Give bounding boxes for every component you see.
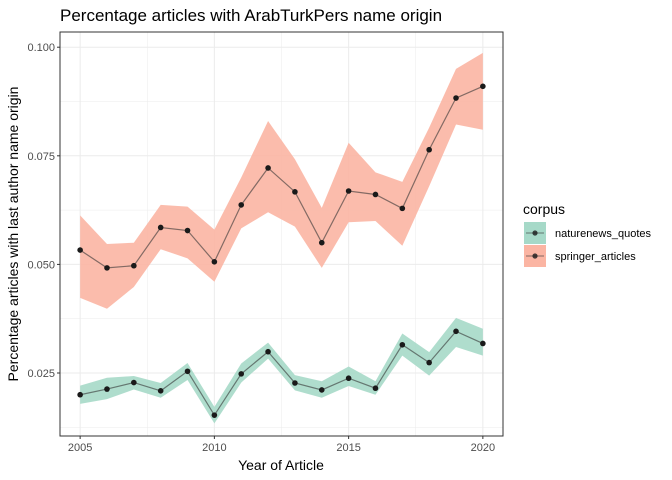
point-springer-articles <box>480 83 486 90</box>
legend-title: corpus <box>523 201 565 217</box>
point-naturenews-quotes <box>77 391 83 398</box>
point-springer-articles <box>345 188 352 194</box>
legend-label-springer: springer_articles <box>555 251 636 263</box>
point-naturenews-quotes <box>292 380 298 386</box>
point-naturenews-quotes <box>265 348 271 355</box>
point-springer-articles <box>292 189 298 195</box>
point-springer-articles <box>184 227 191 234</box>
confidence-ribbons <box>80 52 483 424</box>
line-springer-articles <box>79 85 484 269</box>
series-points <box>77 83 486 418</box>
x-tick-label: 2010 <box>202 442 226 454</box>
y-tick-label: 0.075 <box>27 151 55 163</box>
legend-key-dot-springer <box>532 253 538 259</box>
point-naturenews-quotes <box>157 388 164 394</box>
point-springer-articles <box>157 224 164 231</box>
y-tick-label: 0.050 <box>27 259 55 271</box>
point-springer-articles <box>238 202 245 208</box>
point-naturenews-quotes <box>426 359 432 366</box>
point-naturenews-quotes <box>345 375 352 382</box>
point-springer-articles <box>211 259 218 265</box>
x-axis-title: Year of Article <box>238 457 324 473</box>
y-axis-ticks: 0.025 0.050 0.075 0.100 <box>27 42 60 380</box>
point-springer-articles <box>372 191 379 198</box>
point-springer-articles <box>265 165 271 171</box>
series-lines <box>79 85 484 417</box>
legend: corpus naturenews_quotes springer_articl… <box>523 201 652 267</box>
point-naturenews-quotes <box>184 368 191 375</box>
line-naturenews-quotes <box>80 330 484 417</box>
chart-title: Percentage articles with ArabTurkPers na… <box>60 6 442 25</box>
legend-item-springer: springer_articles <box>524 245 636 267</box>
y-axis-title: Percentage articles with last author nam… <box>5 87 21 382</box>
point-naturenews-quotes <box>453 328 459 335</box>
point-naturenews-quotes <box>131 379 137 386</box>
x-tick-label: 2005 <box>68 442 92 454</box>
point-springer-articles <box>77 247 83 253</box>
ribbon-naturenews-quotes <box>80 317 483 424</box>
x-tick-label: 2020 <box>471 442 495 454</box>
ribbon-springer-articles <box>80 52 483 309</box>
point-springer-articles <box>426 146 432 153</box>
legend-label-naturenews: naturenews_quotes <box>555 228 652 240</box>
legend-key-dot-naturenews <box>532 230 538 236</box>
y-tick-label: 0.025 <box>27 368 55 380</box>
point-naturenews-quotes <box>480 340 486 347</box>
point-naturenews-quotes <box>399 341 406 348</box>
point-springer-articles <box>104 265 110 271</box>
point-naturenews-quotes <box>238 371 245 377</box>
legend-item-naturenews: naturenews_quotes <box>524 222 652 244</box>
point-springer-articles <box>399 205 406 212</box>
point-naturenews-quotes <box>372 385 379 392</box>
point-naturenews-quotes <box>211 412 218 418</box>
plot-border <box>59 31 504 437</box>
point-naturenews-quotes <box>318 387 325 393</box>
point-naturenews-quotes <box>104 386 110 392</box>
point-springer-articles <box>318 239 325 246</box>
x-tick-label: 2015 <box>336 442 360 454</box>
point-springer-articles <box>131 262 137 269</box>
y-tick-label: 0.100 <box>27 42 55 54</box>
x-axis-ticks: 2005 2010 2015 2020 <box>68 436 495 454</box>
point-springer-articles <box>453 95 459 101</box>
